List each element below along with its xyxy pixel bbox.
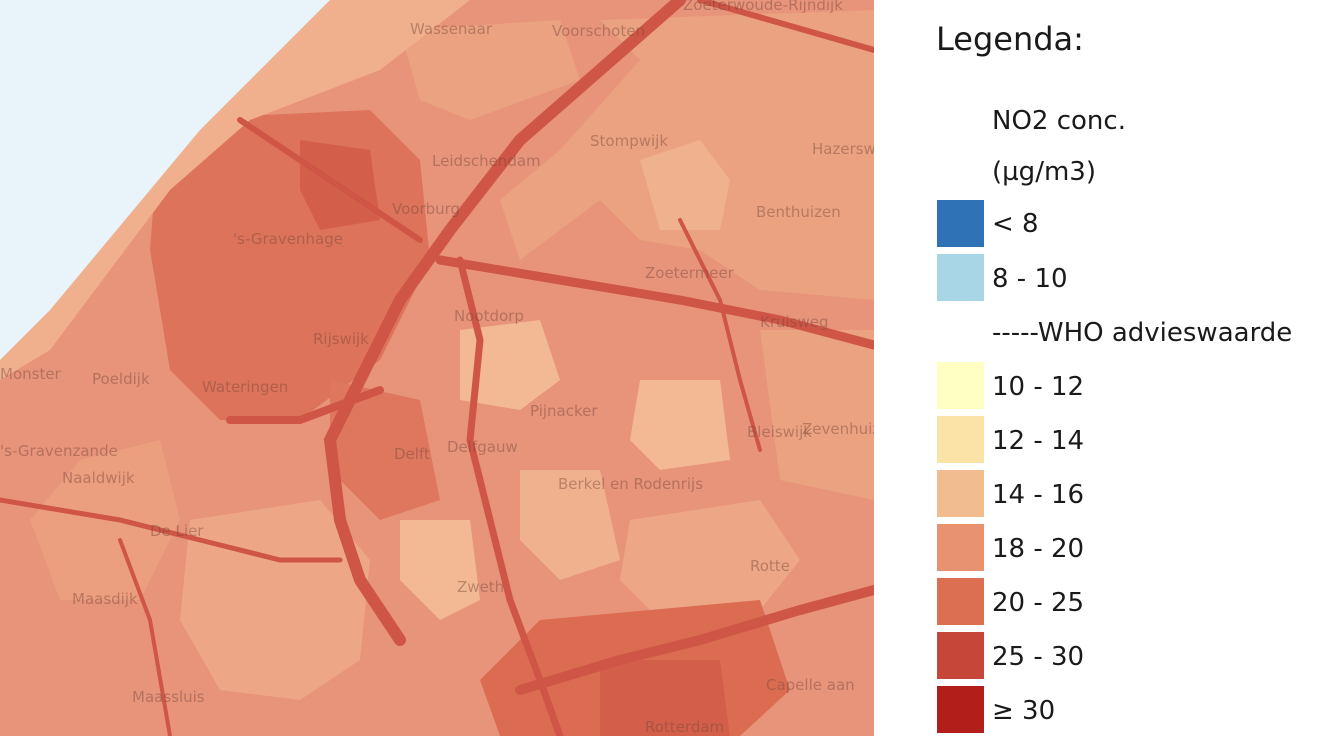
no2-concentration-map[interactable]: Zoeterwoude-Rijndijk Wassenaar Voorschoten… [0, 0, 874, 736]
legend-swatch-20-25 [937, 578, 984, 625]
legend-header-line1: NO2 conc. [992, 106, 1126, 136]
legend-header-line2: (µg/m3) [992, 157, 1096, 187]
place-label: De Lier [150, 522, 204, 540]
legend-swatch-lt8 [937, 200, 984, 247]
place-label: Leidschendam [432, 152, 541, 170]
urban-zone [600, 660, 730, 736]
place-label: Wateringen [202, 378, 289, 396]
legend-label-lt8: < 8 [992, 209, 1039, 239]
rural-zone [520, 470, 620, 580]
legend-swatch-14-16 [937, 470, 984, 517]
place-label: Benthuizen [756, 203, 841, 221]
map-canvas [0, 0, 874, 736]
legend-swatch-25-30 [937, 632, 984, 679]
place-label: 's-Gravenhage [233, 230, 343, 248]
rural-zone [760, 330, 874, 500]
legend-label-18-20: 18 - 20 [992, 534, 1085, 564]
place-label: Zoetermeer [645, 264, 734, 282]
legend-title: Legenda: [936, 20, 1084, 58]
place-label: Maassluis [132, 688, 205, 706]
rural-zone [640, 140, 730, 230]
rural-zone [630, 380, 730, 470]
legend-who-line: -----WHO advieswaarde [992, 318, 1293, 348]
place-label: Maasdijk [72, 590, 138, 608]
place-label: Capelle aan [766, 676, 855, 694]
rural-zone [180, 500, 370, 700]
place-label: Zweth [457, 578, 505, 596]
legend-swatch-10-12 [937, 362, 984, 409]
place-label: Hazerswoude [812, 140, 874, 158]
place-label: Berkel en Rodenrijs [558, 475, 704, 493]
place-label: Pijnacker [530, 402, 598, 420]
place-label: Stompwijk [590, 132, 669, 150]
legend-label-14-16: 14 - 16 [992, 480, 1085, 510]
place-label: Zevenhuizen [802, 420, 874, 438]
legend-label-25-30: 25 - 30 [992, 642, 1085, 672]
legend-label-gte30: ≥ 30 [992, 696, 1056, 726]
highways [0, 0, 874, 736]
legend-label-10-12: 10 - 12 [992, 372, 1085, 402]
place-label: Rotterdam [645, 718, 725, 736]
rural-zone [620, 500, 800, 620]
place-label: Nootdorp [454, 307, 524, 325]
legend-swatch-8-10 [937, 254, 984, 301]
legend-label-8-10: 8 - 10 [992, 264, 1068, 294]
place-label: Rotte [750, 557, 790, 575]
place-label: Voorburg [392, 200, 461, 218]
legend-swatch-12-14 [937, 416, 984, 463]
place-label: Poeldijk [92, 370, 150, 388]
urban-zone [330, 380, 440, 520]
legend-label-12-14: 12 - 14 [992, 426, 1085, 456]
place-label: Delfgauw [447, 438, 518, 456]
place-label: Voorschoten [552, 22, 645, 40]
legend-label-20-25: 20 - 25 [992, 588, 1085, 618]
place-label: Bleiswijk [747, 423, 812, 441]
rural-zone [400, 520, 480, 620]
rural-zone [460, 320, 560, 410]
place-label: Monster [0, 365, 61, 383]
place-label: Delft [394, 445, 430, 463]
place-label: Kruisweg [760, 313, 829, 331]
north-sea [0, 0, 330, 360]
legend-swatch-18-20 [937, 524, 984, 571]
place-label: Rijswijk [313, 330, 369, 348]
legend-panel: Legenda: NO2 conc. (µg/m3) < 8 8 - 10 --… [874, 0, 1335, 736]
place-label: Wassenaar [410, 20, 492, 38]
place-label: 's-Gravenzande [0, 442, 118, 460]
place-label: Naaldwijk [62, 469, 135, 487]
place-label: Zoeterwoude-Rijndijk [683, 0, 843, 14]
legend-swatch-gte30 [937, 686, 984, 733]
rural-zone [400, 20, 580, 120]
